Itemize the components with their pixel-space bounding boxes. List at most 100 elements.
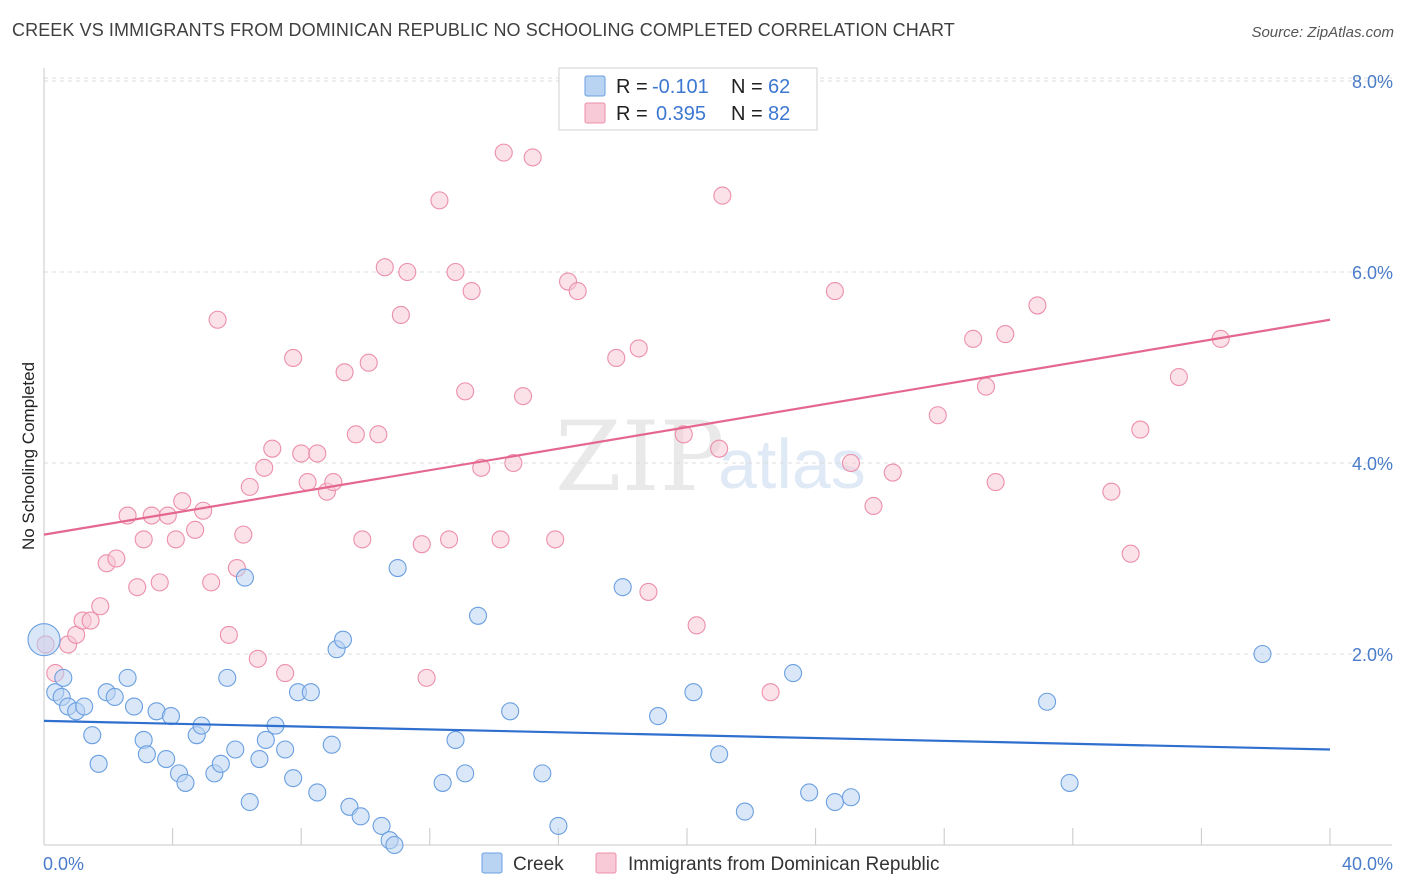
point-dominican xyxy=(128,578,147,597)
bottom-legend-label-dominican: Immigrants from Dominican Republic xyxy=(628,854,940,875)
point-creek xyxy=(456,764,475,783)
point-dominican xyxy=(263,439,282,458)
series-legend: Creek Immigrants from Dominican Republic xyxy=(481,852,940,875)
point-creek xyxy=(1060,773,1079,792)
point-creek xyxy=(351,807,370,826)
point-dominican xyxy=(546,530,565,549)
point-dominican xyxy=(412,535,431,554)
point-dominican xyxy=(359,353,378,372)
y-tick-label: 4.0% xyxy=(1352,454,1393,474)
point-creek xyxy=(613,578,632,597)
bottom-legend-swatch-creek xyxy=(481,852,503,874)
point-dominican xyxy=(369,425,388,444)
point-creek xyxy=(710,745,729,764)
watermark-zip: ZIP xyxy=(555,401,724,513)
point-creek xyxy=(825,792,844,812)
point-creek xyxy=(1253,644,1272,664)
point-creek xyxy=(372,816,391,835)
point-dominican xyxy=(375,258,394,277)
source-credit: Source: ZipAtlas.com xyxy=(1251,24,1394,41)
point-creek xyxy=(124,697,144,716)
point-dominican xyxy=(430,191,449,210)
point-creek xyxy=(157,749,176,769)
point-dominican xyxy=(91,597,110,616)
series-dominican-points xyxy=(36,143,1230,702)
trend-line-dominican xyxy=(43,318,1331,536)
point-dominican xyxy=(391,305,410,325)
point-dominican xyxy=(462,282,481,301)
point-dominican xyxy=(202,573,221,592)
point-creek xyxy=(105,687,124,707)
y-tick-labels: 2.0% 4.0% 6.0% 8.0% xyxy=(1352,72,1393,665)
point-dominican xyxy=(1131,420,1150,439)
point-dominican xyxy=(107,549,126,568)
point-creek xyxy=(433,773,452,792)
x-tick-labels: 0.0% 40.0% xyxy=(43,854,1393,874)
point-creek xyxy=(1038,692,1057,711)
point-creek xyxy=(385,835,404,855)
point-dominican xyxy=(335,363,354,382)
point-creek xyxy=(549,816,568,835)
point-dominican xyxy=(964,329,983,348)
point-dominican xyxy=(440,530,459,549)
legend-swatch-dominican xyxy=(584,102,606,124)
point-creek xyxy=(218,668,237,687)
point-dominican xyxy=(194,501,213,520)
point-creek xyxy=(192,716,211,735)
point-creek xyxy=(54,668,73,687)
point-dominican xyxy=(353,530,372,549)
point-dominican xyxy=(166,530,185,549)
series-creek-points xyxy=(27,558,1272,855)
correlation-legend: R = -0.101 N = 62 R = 0.395 N = 82 xyxy=(558,67,818,131)
point-dominican xyxy=(713,186,732,205)
point-dominican xyxy=(996,325,1015,344)
point-dominican xyxy=(456,382,475,401)
point-creek xyxy=(137,745,156,764)
point-dominican xyxy=(255,458,274,477)
point-creek xyxy=(118,668,137,687)
point-creek xyxy=(161,707,181,726)
point-dominican xyxy=(446,262,465,282)
point-creek xyxy=(684,683,703,702)
point-creek xyxy=(284,769,303,788)
point-dominican xyxy=(1121,544,1140,563)
point-creek xyxy=(176,773,195,792)
point-dominican xyxy=(81,611,100,630)
legend-r-label-creek: R = xyxy=(616,76,648,98)
point-dominican xyxy=(864,496,883,516)
point-dominican xyxy=(928,406,947,425)
point-dominican xyxy=(298,473,317,492)
bottom-legend-swatch-dominican xyxy=(595,852,617,874)
point-dominican xyxy=(417,668,436,687)
point-dominican xyxy=(1102,482,1121,501)
point-dominican xyxy=(761,683,780,702)
point-dominican xyxy=(687,616,706,635)
point-dominican xyxy=(523,148,542,167)
point-creek xyxy=(446,730,465,750)
point-creek xyxy=(27,623,61,657)
point-creek xyxy=(235,568,254,587)
point-creek xyxy=(501,702,520,721)
point-creek xyxy=(308,783,327,802)
point-dominican xyxy=(607,348,626,368)
point-dominican xyxy=(841,453,861,473)
point-dominican xyxy=(240,477,259,496)
point-dominican xyxy=(513,387,533,406)
point-dominican xyxy=(639,582,658,601)
point-dominican xyxy=(208,310,227,329)
point-dominican xyxy=(292,444,311,463)
point-dominican xyxy=(494,143,513,162)
point-dominican xyxy=(1169,367,1188,387)
point-creek xyxy=(276,740,295,759)
y-tick-label: 2.0% xyxy=(1352,645,1393,665)
point-dominican xyxy=(825,282,844,301)
grid xyxy=(44,77,1392,655)
legend-n-value-dominican: 82 xyxy=(768,103,790,125)
trend-line-creek xyxy=(43,719,1331,751)
point-creek xyxy=(468,606,488,625)
point-dominican xyxy=(150,573,169,592)
point-creek xyxy=(735,802,754,821)
point-creek xyxy=(322,735,341,754)
y-tick-label: 8.0% xyxy=(1352,72,1393,92)
point-creek xyxy=(83,726,102,745)
